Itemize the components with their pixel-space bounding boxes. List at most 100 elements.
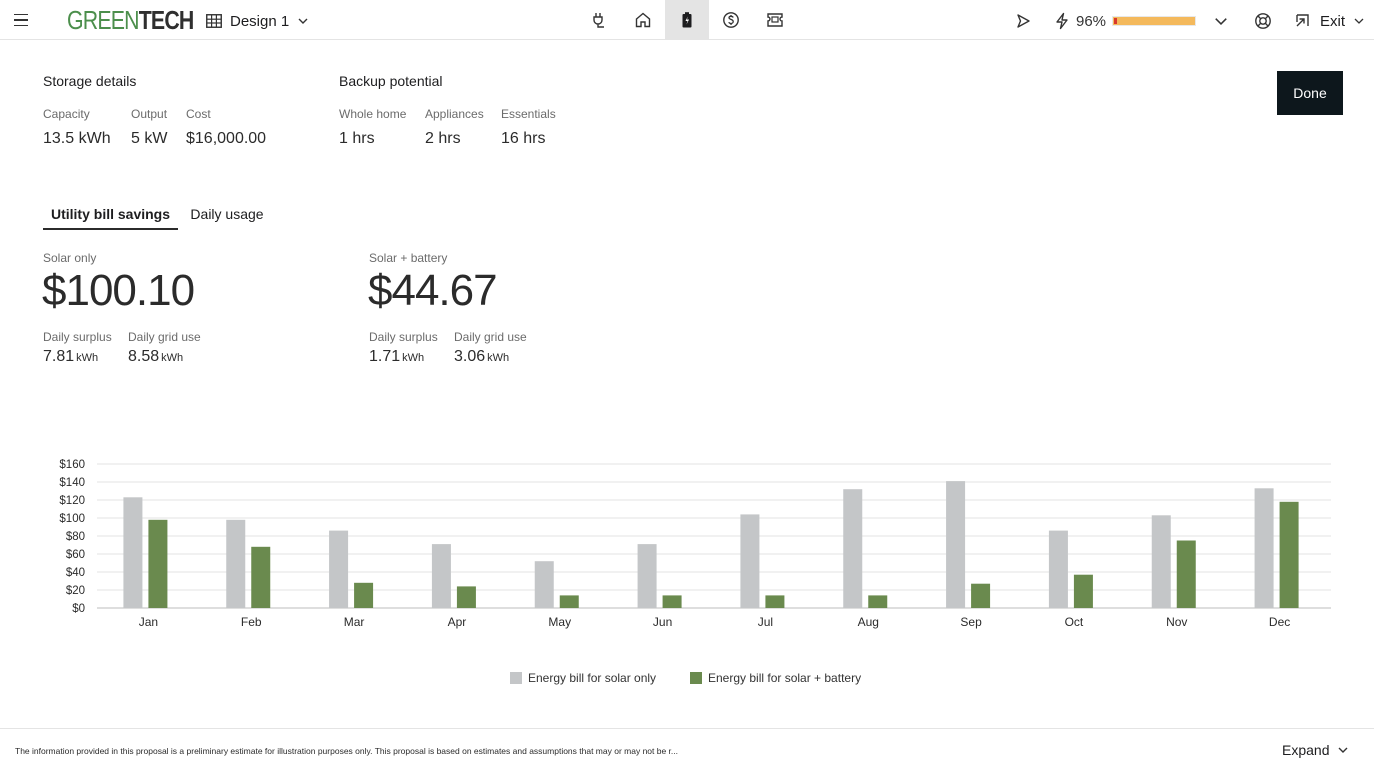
battery-percent: 96% [1076, 12, 1107, 30]
whole-home-label: Whole home [339, 107, 407, 121]
lifebuoy-icon [1255, 13, 1271, 29]
solar-only-surplus-value: 7.81 kWh [43, 348, 99, 365]
legend-label-solar-only: Energy bill for solar only [528, 671, 657, 685]
y-tick-label: $60 [66, 549, 85, 561]
bar-solar-only [123, 497, 143, 608]
solar-only-amount: $100.10 [42, 266, 195, 315]
nav-proposal-button[interactable] [753, 0, 797, 40]
y-tick-label: $160 [59, 459, 85, 471]
tab-daily-usage[interactable]: Daily usage [190, 206, 264, 222]
nav-plug-button[interactable] [577, 0, 621, 40]
essentials-label: Essentials [501, 107, 556, 121]
y-tick-label: $100 [59, 513, 85, 525]
exit-button[interactable]: Exit [1294, 9, 1365, 33]
y-tick-label: $40 [66, 567, 85, 579]
chevron-down-icon [1354, 18, 1364, 24]
solar-only-surplus-label: Daily surplus [43, 330, 112, 344]
whole-home-value: 1 hrs [339, 130, 375, 147]
done-button[interactable]: Done [1277, 71, 1343, 115]
legend-solar-battery: Energy bill for solar + battery [690, 670, 861, 686]
bar-solar-only [534, 561, 554, 608]
x-tick-label: Apr [448, 615, 467, 629]
x-tick-label: Sep [960, 615, 982, 629]
essentials-value: 16 hrs [501, 130, 546, 147]
bar-solar-only [946, 481, 966, 608]
energy-status[interactable]: 96% [1054, 9, 1228, 33]
grid-icon [206, 14, 222, 28]
solar-only-grid-label: Daily grid use [128, 330, 201, 344]
backup-potential-title: Backup potential [339, 73, 443, 89]
bar-solar-battery [662, 595, 682, 608]
bar-solar-battery [971, 583, 991, 608]
capacity-label: Capacity [43, 107, 90, 121]
bar-solar-only [431, 544, 451, 608]
appliances-label: Appliances [425, 107, 484, 121]
exit-label: Exit [1320, 12, 1346, 30]
bar-solar-battery [1176, 540, 1196, 608]
legend-solar-only: Energy bill for solar only [510, 670, 656, 686]
bar-solar-only [226, 519, 246, 608]
nav-home-button[interactable] [621, 0, 665, 40]
legend-swatch-solar-only [510, 672, 522, 684]
x-tick-label: Jul [758, 615, 773, 629]
output-label: Output [131, 107, 168, 121]
chevron-down-icon [298, 18, 308, 24]
x-tick-label: Dec [1269, 615, 1290, 629]
solar-only-label: Solar only [43, 251, 97, 265]
solar-battery-surplus-label: Daily surplus [369, 330, 438, 344]
appliances-value: 2 hrs [425, 130, 461, 147]
battery-icon [682, 12, 692, 28]
solar-battery-grid-value: 3.06 kWh [454, 348, 510, 365]
x-tick-label: Oct [1065, 615, 1084, 629]
cost-value: $16,000.00 [186, 130, 267, 147]
solar-battery-surplus-value: 1.71 kWh [369, 348, 425, 365]
chevron-down-icon [1338, 747, 1348, 753]
bar-solar-only [740, 514, 760, 608]
lightning-icon [1056, 12, 1068, 30]
x-tick-label: Mar [344, 615, 365, 629]
bar-solar-battery [1279, 501, 1299, 608]
logo: GREEN TECH [67, 4, 194, 35]
dollar-circle-icon [723, 12, 739, 28]
design-selector[interactable]: Design 1 [206, 8, 309, 34]
x-tick-label: Aug [858, 615, 879, 629]
utility-bill-chart: $0 $20 $40 $60 $80 $100 $120 $140 $160 Jan Feb Mar A… [59, 459, 1331, 629]
bar-solar-only [637, 544, 657, 608]
expand-button[interactable]: Expand [1282, 742, 1349, 758]
footer: The information provided in this proposa… [0, 728, 1374, 772]
x-tick-label: May [548, 615, 571, 629]
cost-label: Cost [186, 107, 211, 121]
y-tick-label: $120 [59, 495, 85, 507]
expand-label: Expand [1282, 742, 1330, 758]
legend-label-solar-battery: Energy bill for solar + battery [708, 671, 862, 685]
y-tick-label: $140 [59, 477, 85, 489]
bar-solar-battery [765, 595, 785, 608]
capacity-value: 13.5 kWh [43, 130, 111, 147]
nav-finance-button[interactable] [709, 0, 753, 40]
bar-solar-only [329, 530, 349, 608]
design-label: Design 1 [230, 12, 290, 30]
help-button[interactable] [1250, 8, 1276, 34]
solar-battery-amount: $44.67 [368, 266, 498, 315]
x-tick-label: Nov [1166, 615, 1187, 629]
play-button[interactable] [1010, 8, 1036, 34]
plug-icon [593, 13, 604, 28]
menu-icon[interactable] [8, 9, 34, 31]
bar-solar-battery [354, 582, 374, 608]
disclaimer-text: The information provided in this proposa… [15, 746, 679, 756]
chevron-down-icon [1215, 18, 1227, 25]
energy-progress-bar [1112, 16, 1197, 26]
top-bar: GREEN TECH Design 1 96% Exit [0, 0, 1374, 40]
bar-solar-battery [251, 546, 271, 608]
nav-battery-button[interactable] [665, 0, 709, 40]
bar-solar-battery [148, 519, 168, 608]
y-tick-label: $80 [66, 531, 85, 543]
bar-solar-only [1048, 530, 1068, 608]
bar-solar-battery [559, 595, 579, 608]
x-tick-label: Jan [139, 615, 158, 629]
y-tick-label: $20 [66, 585, 85, 597]
tab-utility-bill-savings[interactable]: Utility bill savings [43, 200, 178, 230]
home-icon [635, 12, 651, 28]
ticket-icon [767, 13, 783, 27]
y-tick-label: $0 [72, 603, 85, 615]
